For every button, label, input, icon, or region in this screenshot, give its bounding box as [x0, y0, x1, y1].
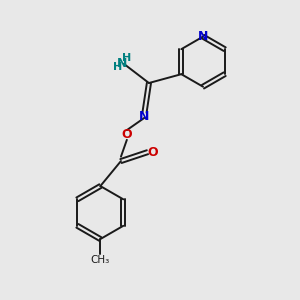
Text: H: H	[113, 62, 122, 72]
Text: O: O	[148, 146, 158, 159]
Text: H: H	[122, 53, 131, 63]
Text: N: N	[139, 110, 150, 123]
Text: O: O	[122, 128, 132, 141]
Text: N: N	[198, 30, 208, 43]
Text: CH₃: CH₃	[91, 255, 110, 265]
Text: N: N	[117, 57, 128, 70]
